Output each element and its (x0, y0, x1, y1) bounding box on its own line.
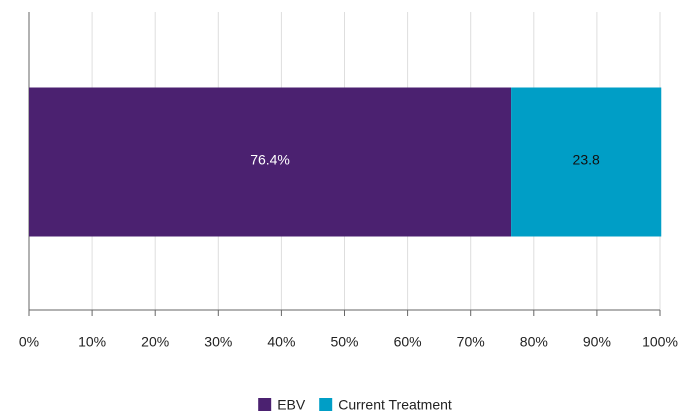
x-tick-label: 100% (642, 334, 678, 350)
x-tick-label: 80% (520, 334, 548, 350)
x-tick-label: 50% (330, 334, 358, 350)
x-tick-label: 30% (204, 334, 232, 350)
x-tick-label: 40% (267, 334, 295, 350)
bar-segment (511, 87, 662, 237)
x-tick-label: 20% (141, 334, 169, 350)
x-tick-label: 70% (457, 334, 485, 350)
data-label: 23.8 (573, 152, 600, 168)
legend-swatch (319, 398, 333, 411)
legend-label: Current Treatment (338, 397, 452, 413)
x-tick-label: 90% (583, 334, 611, 350)
x-tick-label: 10% (78, 334, 106, 350)
x-tick-label: 60% (394, 334, 422, 350)
data-label: 76.4% (250, 152, 290, 168)
legend-label: EBV (277, 397, 306, 413)
x-tick-label: 0% (19, 334, 39, 350)
bar-segment (29, 87, 512, 237)
legend-swatch (258, 398, 272, 411)
